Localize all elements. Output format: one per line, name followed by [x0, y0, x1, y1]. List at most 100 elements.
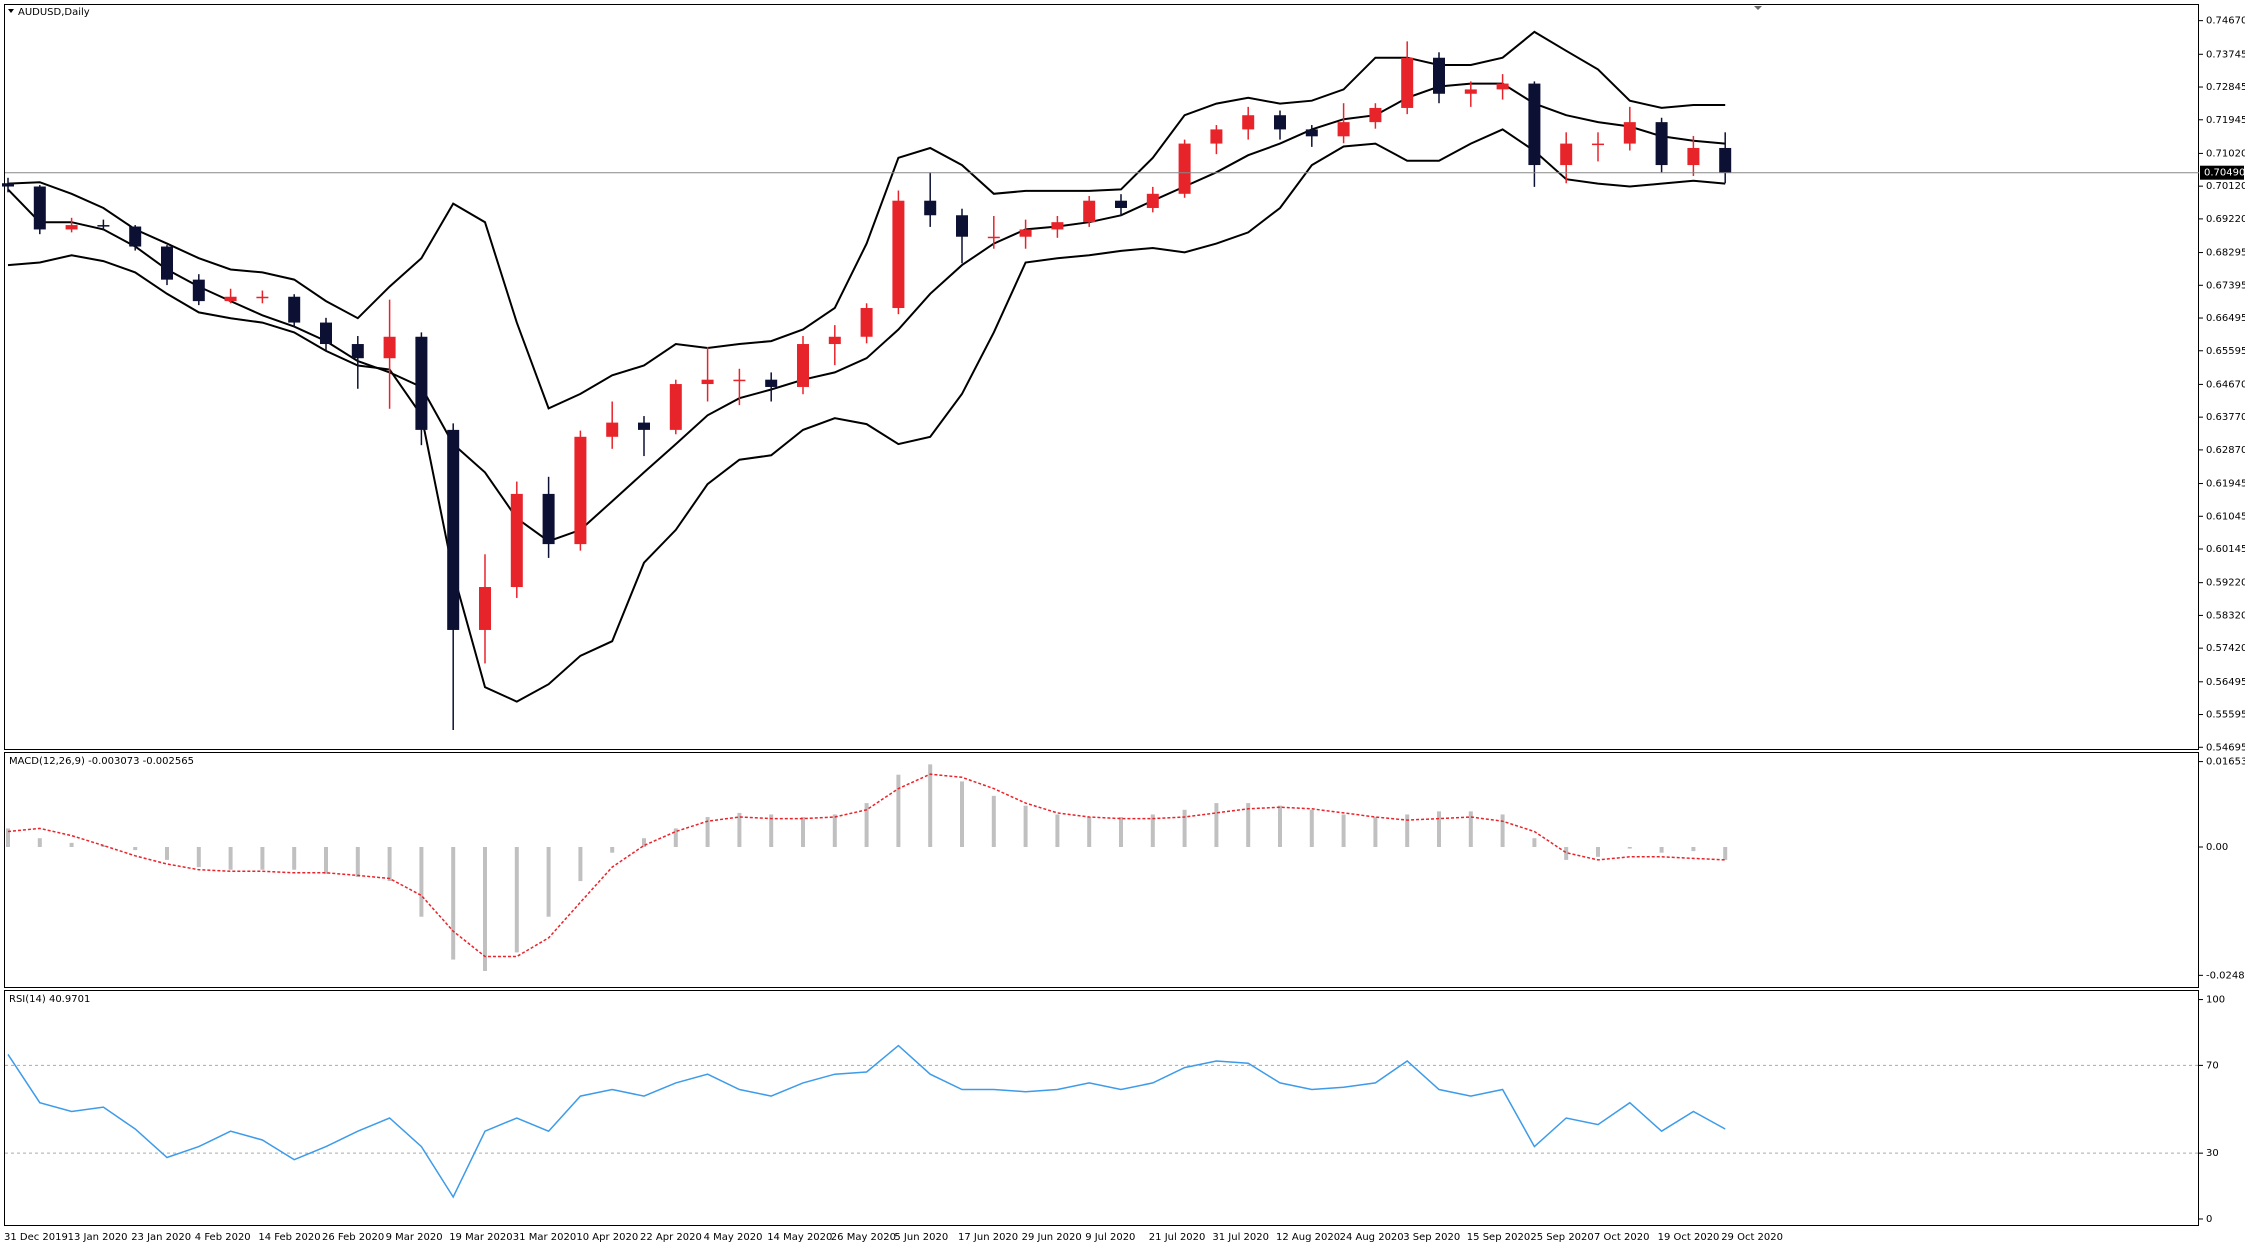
candle-body [1305, 129, 1318, 137]
candle-body [1369, 107, 1382, 123]
macd-bar [737, 812, 742, 847]
macd-bar [1087, 817, 1092, 847]
macd-bar [928, 764, 933, 847]
y-tick-label: 0.74670 [2206, 16, 2245, 27]
macd-bar [642, 838, 646, 847]
macd-bar [1564, 847, 1569, 860]
candle-body [383, 336, 396, 359]
macd-bar [1182, 809, 1187, 847]
candle-body [510, 493, 523, 588]
y-tick-label: 0.67395 [2206, 280, 2245, 291]
y-tick-label: 0.66495 [2206, 313, 2245, 324]
macd-bar [387, 847, 392, 882]
y-tick-label: 0.59220 [2206, 578, 2245, 589]
rsi-title: RSI(14) 40.9701 [9, 994, 90, 1005]
macd-bar [864, 803, 869, 847]
candle-body [479, 587, 491, 630]
candle-body [828, 336, 841, 345]
macd-pane-frame [4, 752, 2199, 988]
macd-bar [1532, 838, 1537, 847]
candle-body [701, 379, 714, 385]
x-tick-label: 7 Oct 2020 [1594, 1232, 1649, 1243]
candle-body [1115, 200, 1127, 208]
macd-bar [1214, 803, 1219, 847]
candle-body [892, 200, 905, 309]
candle-body [1210, 129, 1223, 144]
candle-body [161, 246, 173, 280]
x-tick-label: 13 Jan 2020 [68, 1232, 128, 1243]
candle-body [351, 344, 364, 359]
candle-body [669, 384, 682, 430]
x-tick-label: 29 Oct 2020 [1721, 1232, 1783, 1243]
y-tick-label: 0.58320 [2206, 610, 2245, 621]
macd-bar [1500, 814, 1505, 847]
macd-bar [801, 817, 805, 847]
macd-bar [991, 795, 996, 847]
macd-bar [1246, 803, 1251, 847]
candle-body [224, 296, 237, 302]
y-tick-label: 0.64670 [2206, 379, 2245, 390]
candle-body [447, 429, 460, 630]
candle-body [129, 226, 142, 247]
macd-bar [769, 814, 774, 847]
candle-body [1623, 122, 1636, 144]
x-tick-label: 4 Feb 2020 [195, 1232, 251, 1243]
candle-body [1496, 83, 1509, 90]
x-tick-label: 10 Apr 2020 [576, 1232, 638, 1243]
macd-bar [896, 774, 901, 847]
y-tick-label: 0.61945 [2206, 479, 2245, 490]
macd-bar [1659, 847, 1664, 853]
x-tick-label: 25 Sep 2020 [1530, 1232, 1593, 1243]
macd-bar [451, 847, 456, 960]
macd-bar [260, 847, 265, 870]
y-tick-label: 0.71020 [2206, 148, 2245, 159]
macd-bar [37, 838, 42, 847]
y-tick-label: 0.68295 [2206, 248, 2245, 259]
rsi-line [7, 1044, 1726, 1199]
candle-body [860, 308, 873, 337]
current-price-box [2200, 165, 2244, 180]
macd-bar [196, 847, 201, 868]
y-tick-label: -0.024849 [2206, 970, 2245, 981]
macd-bar [1341, 814, 1346, 847]
x-tick-label: 12 Aug 2020 [1276, 1232, 1340, 1243]
y-tick-label: 0.61045 [2206, 511, 2245, 522]
candle-body [1433, 57, 1445, 94]
candle-body [415, 336, 428, 430]
macd-bar [324, 847, 328, 874]
macd-bar [1278, 805, 1282, 847]
macd-bar [419, 847, 424, 917]
macd-title: MACD(12,26,9) -0.003073 -0.002565 [9, 756, 194, 767]
candle-body [2, 183, 14, 187]
macd-bar [1405, 814, 1410, 847]
candle-body [288, 296, 301, 323]
x-tick-label: 19 Oct 2020 [1658, 1232, 1720, 1243]
x-tick-label: 14 May 2020 [767, 1232, 832, 1243]
macd-bar [546, 847, 551, 917]
candle-body [1655, 122, 1668, 166]
candle-body [65, 225, 78, 230]
macd-bar [610, 847, 615, 853]
y-tick-label: 0.55595 [2206, 710, 2245, 721]
macd-bar [6, 828, 10, 847]
y-tick-label: 0.71945 [2206, 115, 2245, 126]
macd-bar [292, 847, 297, 870]
candle-body [924, 200, 937, 216]
x-tick-label: 21 Jul 2020 [1149, 1232, 1206, 1243]
y-tick-label: 0.65595 [2206, 346, 2245, 357]
y-tick-label: 0 [2206, 1214, 2212, 1225]
y-tick-label: 0.69220 [2206, 214, 2245, 225]
x-tick-label: 5 Jun 2020 [894, 1232, 948, 1243]
rsi-pane-frame [4, 990, 2199, 1226]
y-tick-label: 0.54695 [2206, 742, 2245, 753]
macd-bar [69, 842, 74, 847]
candle-body [606, 422, 619, 437]
macd-bar [1373, 817, 1378, 847]
y-tick-label: 0.60145 [2206, 544, 2245, 555]
chart-title: AUDUSD,Daily [18, 7, 90, 18]
x-tick-label: 9 Mar 2020 [386, 1232, 443, 1243]
candle-body [1242, 115, 1255, 130]
candle-body [256, 296, 269, 299]
